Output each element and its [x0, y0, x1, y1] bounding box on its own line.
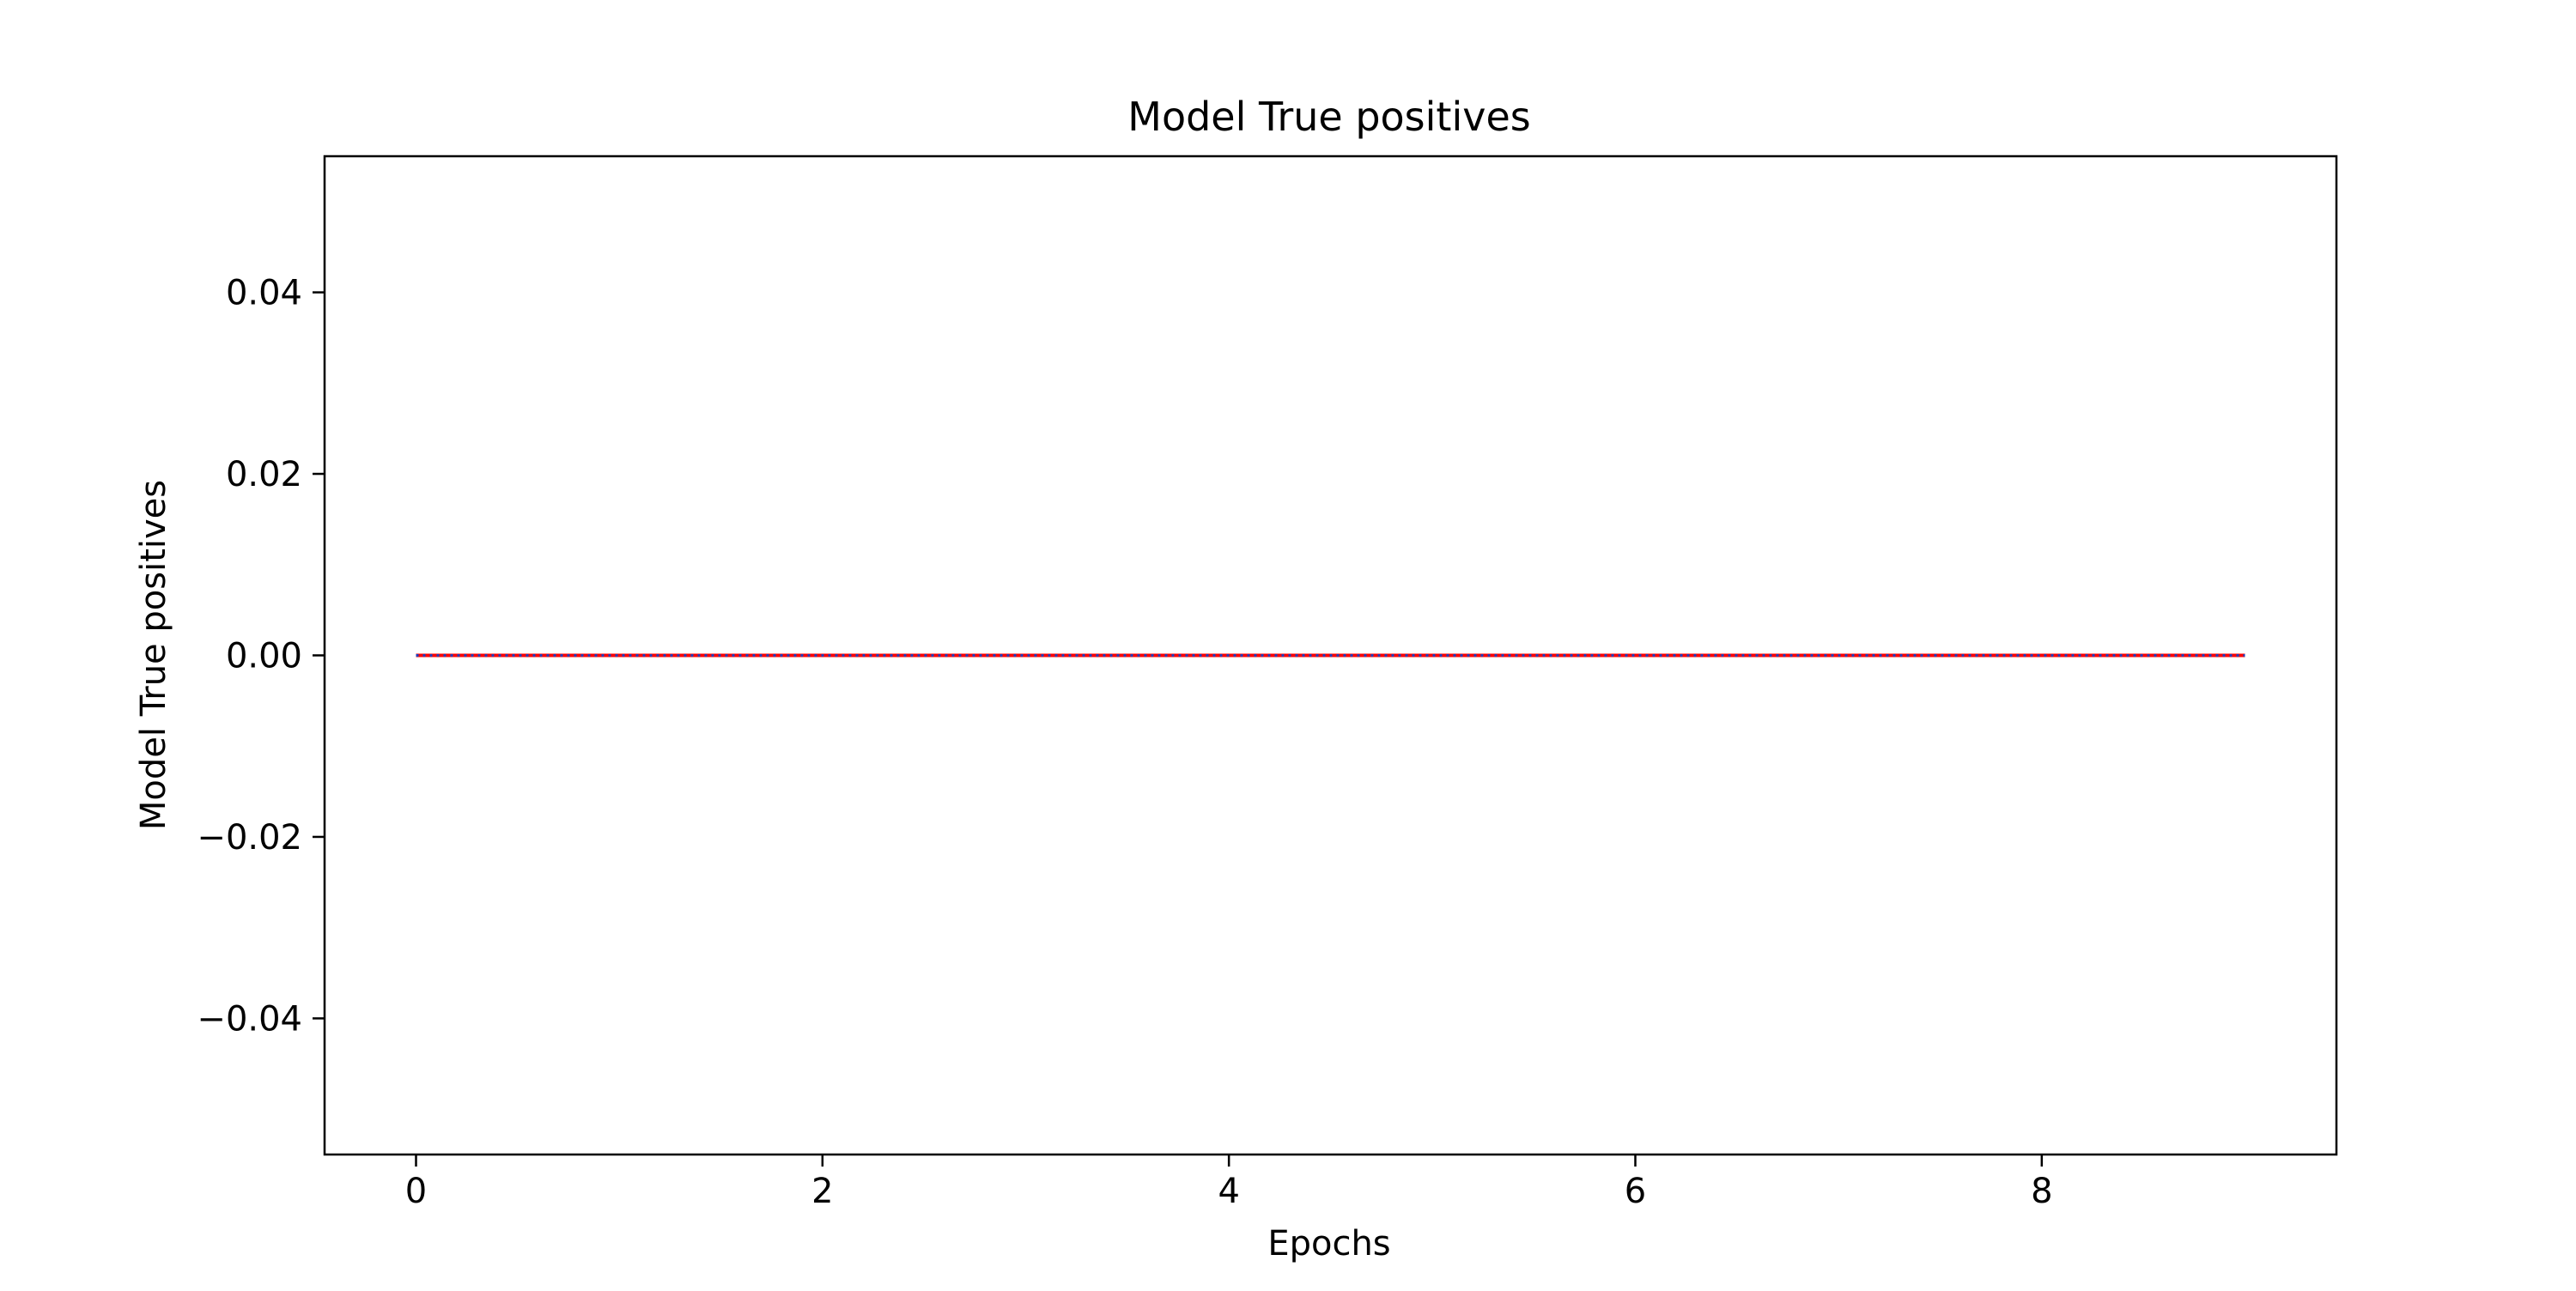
y-tick-label: 0.04: [226, 274, 302, 313]
y-axis-label: Model True positives: [134, 480, 173, 830]
x-axis-label: Epochs: [1267, 1224, 1390, 1264]
x-tick-label: 6: [1625, 1172, 1646, 1211]
chart-title: Model True positives: [1127, 94, 1530, 140]
x-tick-label: 0: [405, 1172, 427, 1211]
x-axis-ticks: 0 2 4 6 8: [405, 1155, 2053, 1211]
x-tick-label: 8: [2031, 1172, 2052, 1211]
y-tick-label: 0.00: [226, 637, 302, 676]
x-tick-label: 4: [1218, 1172, 1239, 1211]
y-axis-ticks: 0.04 0.02 0.00 −0.02 −0.04: [197, 274, 325, 1039]
y-tick-label: 0.02: [226, 455, 302, 494]
x-tick-label: 2: [811, 1172, 833, 1211]
y-tick-label: −0.04: [197, 999, 302, 1039]
y-tick-label: −0.02: [197, 818, 302, 858]
